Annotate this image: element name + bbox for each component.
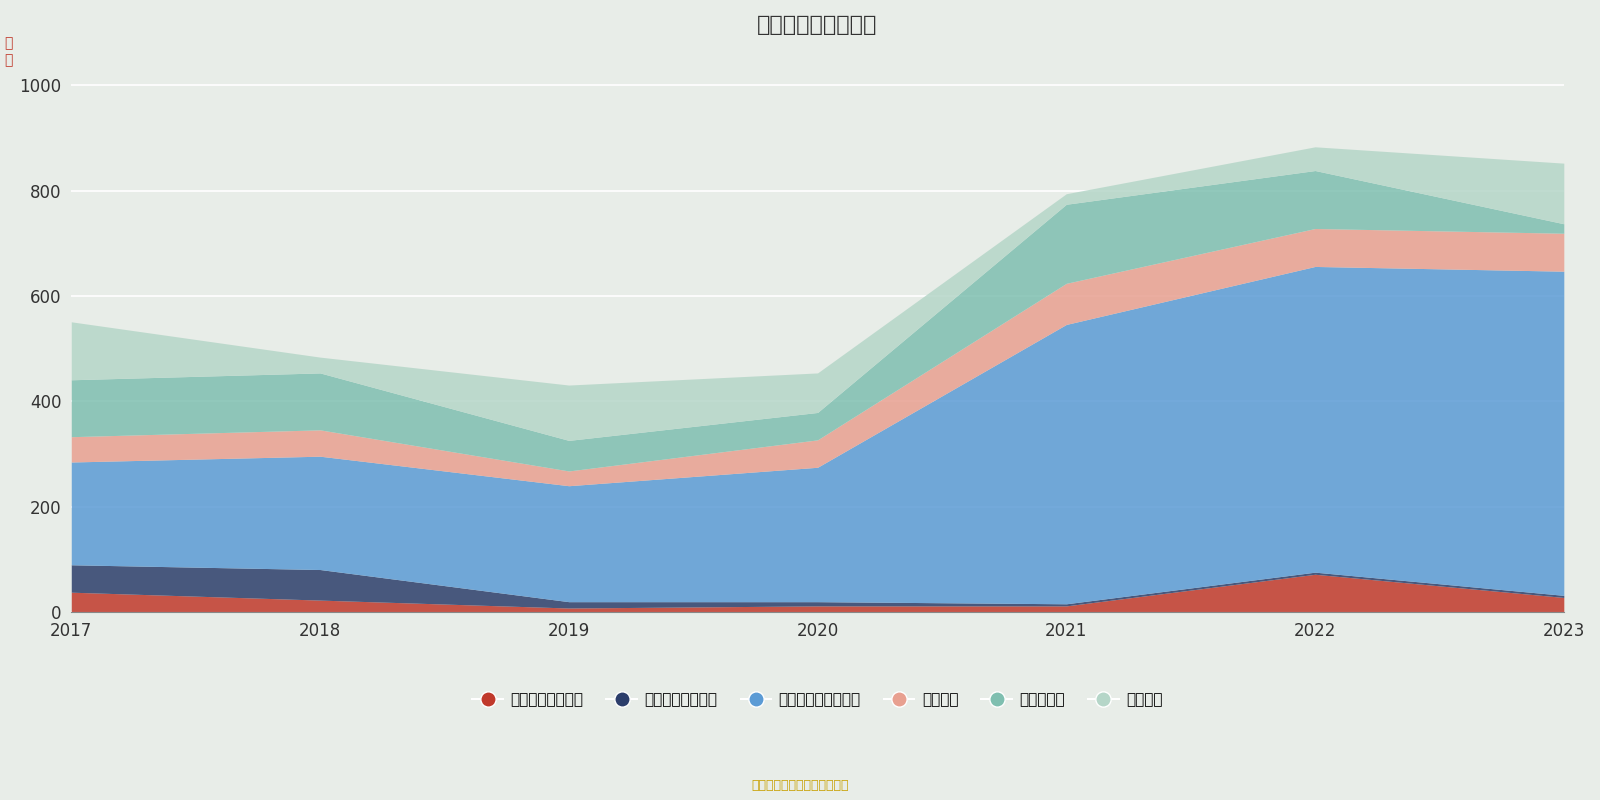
Text: 制图数据来自恒生聚源数据库: 制图数据来自恒生聚源数据库 <box>752 779 848 792</box>
Title: 历年主要资产堆积图: 历年主要资产堆积图 <box>757 15 878 35</box>
Legend: 买入返售金融资产, 可供出售金融资产, 交易性金融资产合计, 融出资金, 结算备付金, 货币资金: 买入返售金融资产, 可供出售金融资产, 交易性金融资产合计, 融出资金, 结算备… <box>466 686 1170 714</box>
Text: 亿
元: 亿 元 <box>5 37 13 67</box>
